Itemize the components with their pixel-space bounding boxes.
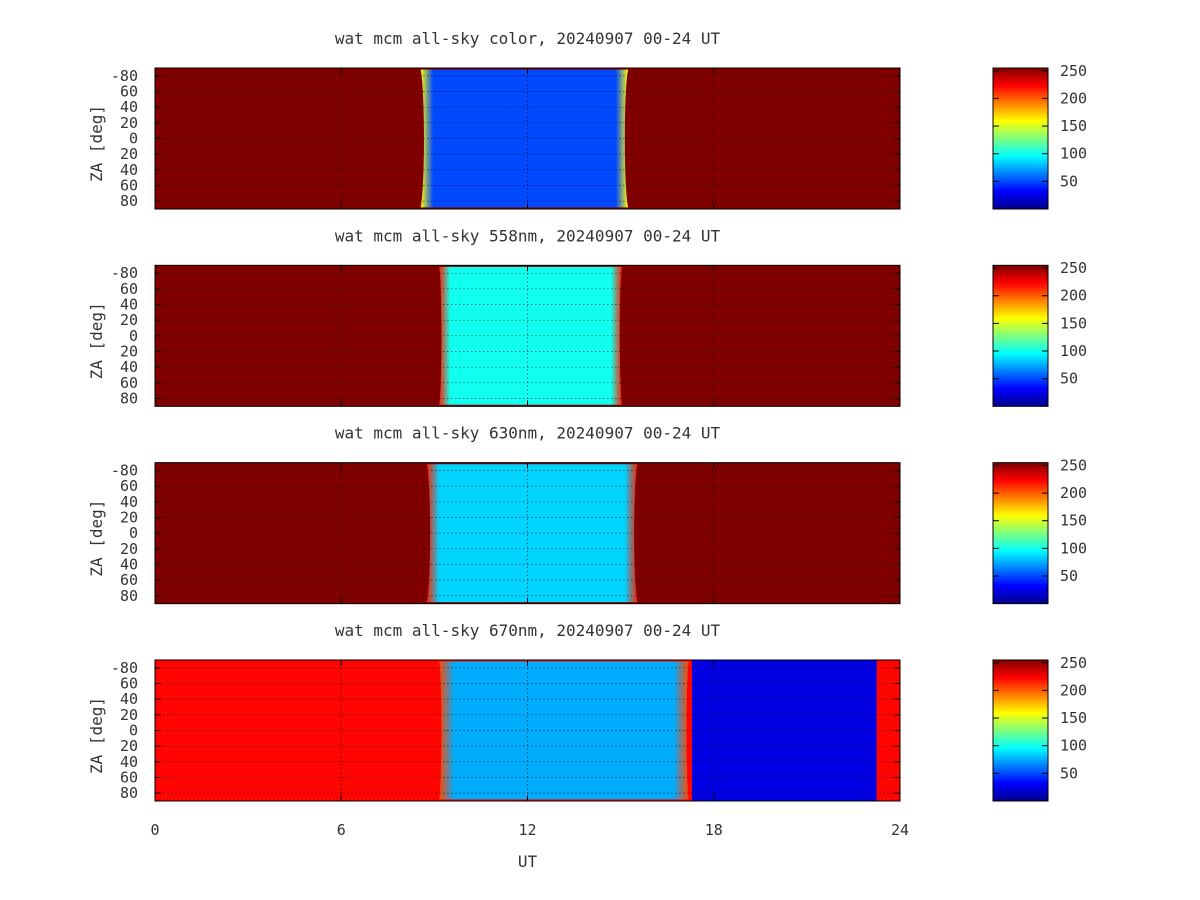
colorbar bbox=[992, 67, 1049, 210]
y-axis-label: ZA [deg] bbox=[87, 302, 106, 379]
colorbar-tick-label: 200 bbox=[1060, 484, 1087, 502]
x-tick-label: 24 bbox=[891, 821, 909, 839]
y-axis-label: ZA [deg] bbox=[87, 697, 106, 774]
y-tick-label: 20 bbox=[120, 145, 138, 163]
y-tick-label: 20 bbox=[120, 540, 138, 558]
y-tick-label: 80 bbox=[120, 192, 138, 210]
grid bbox=[155, 462, 900, 604]
y-tick-label: 0 bbox=[129, 524, 138, 542]
y-tick-label: 40 bbox=[120, 98, 138, 116]
colorbar-tick-label: 150 bbox=[1060, 512, 1087, 530]
y-tick-label: 60 bbox=[120, 477, 138, 495]
y-tick-label: 60 bbox=[120, 83, 138, 101]
colorbar-tick-label: 200 bbox=[1060, 89, 1087, 107]
colorbar-tick-label: 100 bbox=[1060, 342, 1087, 360]
grid bbox=[155, 265, 900, 407]
y-tick-label: 60 bbox=[120, 674, 138, 692]
heatmap-image bbox=[155, 462, 900, 604]
colorbar-tick-label: 100 bbox=[1060, 145, 1087, 163]
x-tick-label: 18 bbox=[705, 821, 723, 839]
colorbar-tick-label: 250 bbox=[1060, 259, 1087, 277]
y-tick-label: 0 bbox=[129, 130, 138, 148]
night-region-mark bbox=[439, 266, 622, 405]
y-tick-label: 20 bbox=[120, 114, 138, 132]
colorbar-tick-label: 50 bbox=[1060, 567, 1078, 585]
y-tick-label: -80 bbox=[111, 659, 138, 677]
y-tick-label: 40 bbox=[120, 690, 138, 708]
y-axis-label: ZA [deg] bbox=[87, 500, 106, 577]
y-tick-label: -80 bbox=[111, 264, 138, 282]
colorbar-tick-label: 150 bbox=[1060, 314, 1087, 332]
y-tick-label: 40 bbox=[120, 161, 138, 179]
y-tick-label: 20 bbox=[120, 737, 138, 755]
y-axis-label: ZA [deg] bbox=[87, 105, 106, 182]
heatmap-image bbox=[155, 659, 900, 801]
y-tick-label: 40 bbox=[120, 358, 138, 376]
colorbar-tick-label: 100 bbox=[1060, 737, 1087, 755]
y-tick-label: 80 bbox=[120, 587, 138, 605]
colorbar-tick-label: 50 bbox=[1060, 370, 1078, 388]
heatmap-image bbox=[155, 68, 900, 209]
x-tick-label: 12 bbox=[518, 821, 536, 839]
y-tick-label: 80 bbox=[120, 389, 138, 407]
panel-title: wat mcm all-sky 670nm, 20240907 00-24 UT bbox=[335, 621, 721, 640]
x-tick-label: 0 bbox=[150, 821, 159, 839]
colorbar-tick-label: 100 bbox=[1060, 539, 1087, 557]
x-axis-label: UT bbox=[518, 852, 538, 871]
heatmap-image bbox=[155, 265, 900, 407]
colorbar-tick-label: 150 bbox=[1060, 117, 1087, 135]
colorbar-tick-label: 250 bbox=[1060, 456, 1087, 474]
colorbar bbox=[992, 659, 1049, 802]
colorbar-tick-label: 50 bbox=[1060, 764, 1078, 782]
shared-x-axis: 0 6 12 18 24 UT bbox=[150, 821, 909, 871]
panel-title: wat mcm all-sky color, 20240907 00-24 UT bbox=[335, 29, 721, 48]
y-tick-label: 60 bbox=[120, 177, 138, 195]
colorbar-tick-label: 150 bbox=[1060, 709, 1087, 727]
y-tick-label: 20 bbox=[120, 342, 138, 360]
colorbar bbox=[992, 264, 1049, 407]
y-tick-label: 0 bbox=[129, 327, 138, 345]
colorbar-tick-label: 250 bbox=[1060, 62, 1087, 80]
y-tick-label: 60 bbox=[120, 374, 138, 392]
panel-title: wat mcm all-sky 630nm, 20240907 00-24 UT bbox=[335, 424, 721, 443]
y-tick-label: 80 bbox=[120, 784, 138, 802]
y-tick-label: 60 bbox=[120, 768, 138, 786]
x-tick-label: 6 bbox=[337, 821, 346, 839]
colorbar-tick-label: 50 bbox=[1060, 172, 1078, 190]
panel-title: wat mcm all-sky 558nm, 20240907 00-24 UT bbox=[335, 226, 721, 245]
y-tick-label: -80 bbox=[111, 67, 138, 85]
y-tick-label: 60 bbox=[120, 571, 138, 589]
grid bbox=[155, 68, 900, 209]
grid bbox=[155, 659, 900, 801]
y-tick-label: 40 bbox=[120, 753, 138, 771]
y-tick-label: 20 bbox=[120, 508, 138, 526]
y-tick-label: 0 bbox=[129, 721, 138, 739]
y-tick-label: 40 bbox=[120, 295, 138, 313]
colorbar-tick-label: 200 bbox=[1060, 287, 1087, 305]
y-tick-label: 60 bbox=[120, 280, 138, 298]
colorbar-tick-label: 250 bbox=[1060, 654, 1087, 672]
y-tick-label: -80 bbox=[111, 461, 138, 479]
y-tick-label: 40 bbox=[120, 555, 138, 573]
y-tick-label: 40 bbox=[120, 493, 138, 511]
colorbar bbox=[992, 462, 1049, 605]
colorbar-tick-label: 200 bbox=[1060, 681, 1087, 699]
y-tick-label: 20 bbox=[120, 706, 138, 724]
y-tick-label: 20 bbox=[120, 311, 138, 329]
